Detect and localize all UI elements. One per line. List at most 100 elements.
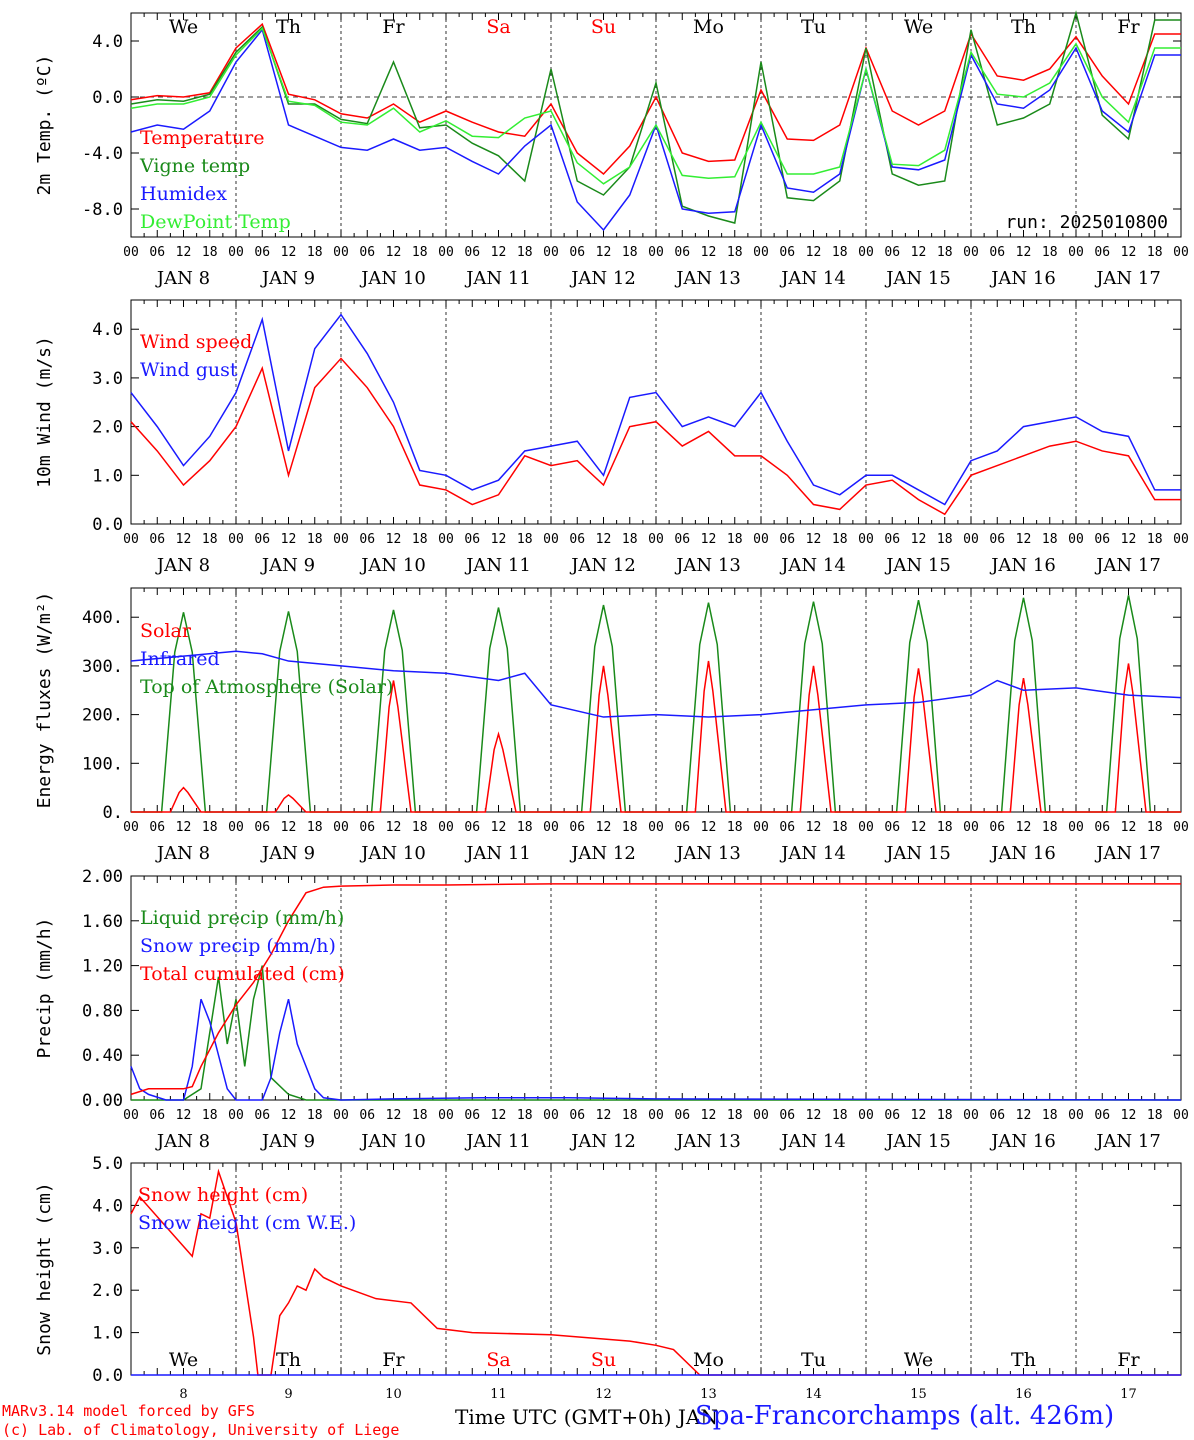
date-label: JAN 14	[779, 268, 846, 289]
legend-entry: Solar	[140, 620, 192, 642]
x-tick-label: 00	[858, 532, 874, 547]
x-tick-label: 18	[937, 820, 953, 835]
date-label: JAN 13	[674, 555, 741, 576]
x-tick-label: 12	[281, 245, 297, 260]
day-number: 13	[700, 1387, 717, 1402]
day-number: 9	[284, 1387, 292, 1402]
x-tick-label: 18	[1042, 1108, 1058, 1123]
x-tick-label: 00	[543, 1108, 559, 1123]
x-tick-label: 12	[701, 532, 717, 547]
date-label: JAN 10	[359, 555, 426, 576]
x-tick-label: 18	[622, 820, 638, 835]
x-tick-label: 00	[963, 1108, 979, 1123]
weekday-label: Su	[591, 16, 616, 38]
x-tick-label: 18	[1042, 820, 1058, 835]
date-label: JAN 17	[1094, 268, 1161, 289]
x-tick-label: 18	[622, 245, 638, 260]
weekday-label: Tu	[801, 16, 826, 38]
weekday-label: We	[904, 1349, 933, 1371]
date-label: JAN 8	[155, 555, 210, 576]
x-tick-label: 00	[858, 1108, 874, 1123]
date-label: JAN 16	[989, 555, 1056, 576]
x-tick-label: 18	[307, 820, 323, 835]
x-tick-label: 00	[753, 820, 769, 835]
x-tick-label: 06	[674, 532, 690, 547]
x-tick-label: 12	[596, 820, 612, 835]
date-label: JAN 17	[1094, 843, 1161, 864]
x-tick-label: 00	[648, 532, 664, 547]
y-tick-label: 0.80	[82, 1001, 123, 1021]
weekday-label: We	[169, 1349, 198, 1371]
legend-entry: Vigne temp	[139, 155, 250, 177]
x-tick-label: 06	[674, 245, 690, 260]
x-tick-label: 00	[543, 245, 559, 260]
x-tick-label: 12	[491, 245, 507, 260]
x-tick-label: 00	[648, 820, 664, 835]
x-tick-label: 00	[438, 820, 454, 835]
weekday-label: Th	[276, 1349, 301, 1371]
x-tick-label: 00	[753, 245, 769, 260]
x-tick-label: 00	[543, 820, 559, 835]
x-tick-label: 18	[1147, 820, 1163, 835]
x-tick-label: 06	[884, 1108, 900, 1123]
x-tick-label: 06	[359, 1108, 375, 1123]
x-tick-label: 12	[911, 1108, 927, 1123]
x-tick-label: 06	[464, 820, 480, 835]
y-axis-label: Energy fluxes (W/m²)	[34, 592, 55, 809]
x-tick-label: 12	[281, 1108, 297, 1123]
x-tick-label: 00	[333, 1108, 349, 1123]
series-line	[131, 965, 1181, 1101]
x-tick-label: 00	[858, 820, 874, 835]
x-tick-label: 00	[543, 532, 559, 547]
x-tick-label: 18	[307, 532, 323, 547]
x-tick-label: 18	[517, 532, 533, 547]
x-tick-label: 00	[963, 532, 979, 547]
run-label: run: 2025010800	[1005, 212, 1168, 233]
x-tick-label: 00	[963, 820, 979, 835]
x-tick-label: 12	[1121, 1108, 1137, 1123]
x-tick-label: 12	[1016, 1108, 1032, 1123]
x-tick-label: 18	[622, 1108, 638, 1123]
x-tick-label: 06	[1094, 1108, 1110, 1123]
x-tick-label: 00	[123, 532, 139, 547]
y-tick-label: 0.	[103, 803, 123, 823]
x-tick-label: 18	[412, 245, 428, 260]
x-tick-label: 18	[202, 245, 218, 260]
x-tick-label: 06	[674, 820, 690, 835]
date-label: JAN 14	[779, 555, 846, 576]
x-tick-label: 12	[596, 532, 612, 547]
x-tick-label: 18	[1147, 245, 1163, 260]
y-tick-label: 2.00	[82, 867, 123, 887]
x-tick-label: 12	[1121, 532, 1137, 547]
x-tick-label: 18	[1147, 1108, 1163, 1123]
x-tick-label: 12	[491, 532, 507, 547]
series-line	[130, 313, 1181, 506]
x-tick-label: 06	[779, 532, 795, 547]
x-tick-label: 12	[281, 820, 297, 835]
x-tick-label: 00	[1068, 245, 1084, 260]
legend-entry: Liquid precip (mm/h)	[140, 907, 344, 929]
x-tick-label: 06	[989, 245, 1005, 260]
date-label: JAN 13	[674, 843, 741, 864]
x-tick-label: 00	[228, 820, 244, 835]
date-label: JAN 12	[569, 268, 636, 289]
x-tick-label: 12	[386, 245, 402, 260]
x-tick-label: 18	[832, 245, 848, 260]
series-line	[131, 660, 1181, 813]
date-label: JAN 17	[1094, 555, 1161, 576]
y-tick-label: 2.0	[92, 1281, 123, 1301]
x-tick-label: 00	[1173, 532, 1189, 547]
x-tick-label: 18	[202, 820, 218, 835]
date-label: JAN 12	[569, 843, 636, 864]
x-tick-label: 06	[569, 820, 585, 835]
weekday-label: Su	[591, 1349, 616, 1371]
x-tick-label: 18	[832, 1108, 848, 1123]
x-tick-label: 06	[884, 245, 900, 260]
x-tick-label: 12	[281, 532, 297, 547]
x-tick-label: 00	[1068, 1108, 1084, 1123]
date-label: JAN 15	[884, 843, 951, 864]
weekday-label: Th	[1011, 1349, 1036, 1371]
x-tick-label: 18	[832, 820, 848, 835]
x-tick-label: 12	[1016, 820, 1032, 835]
y-tick-label: 4.0	[92, 320, 123, 340]
